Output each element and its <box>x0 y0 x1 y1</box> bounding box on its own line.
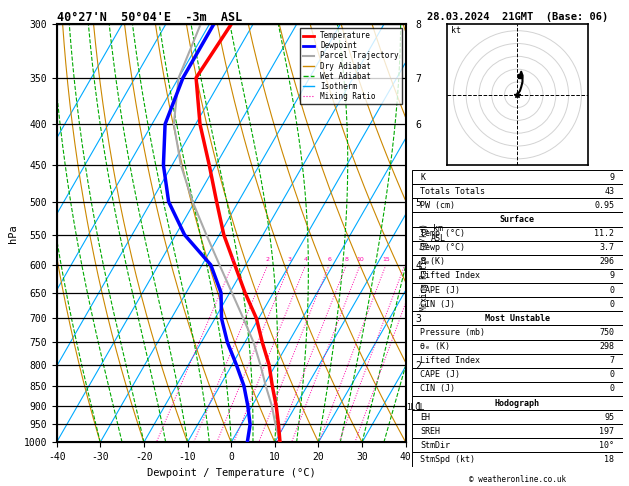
Text: 10: 10 <box>356 257 364 261</box>
Text: K: K <box>420 173 425 182</box>
Bar <box>412 255 623 269</box>
Text: Lifted Index: Lifted Index <box>420 356 481 365</box>
Text: Hodograph: Hodograph <box>495 399 540 408</box>
Text: Surface: Surface <box>500 215 535 224</box>
Text: 43: 43 <box>604 187 615 196</box>
Bar <box>412 368 623 382</box>
Bar <box>412 326 623 340</box>
Text: 197: 197 <box>599 427 615 436</box>
Text: CIN (J): CIN (J) <box>420 300 455 309</box>
Bar <box>412 438 623 452</box>
Text: 0: 0 <box>610 370 615 379</box>
Bar <box>412 283 623 297</box>
Text: 6: 6 <box>327 257 331 261</box>
Text: 3: 3 <box>287 257 292 261</box>
Text: StmSpd (kt): StmSpd (kt) <box>420 455 476 464</box>
Bar <box>412 340 623 354</box>
Text: 18: 18 <box>604 455 615 464</box>
Text: 11.2: 11.2 <box>594 229 615 238</box>
Text: CAPE (J): CAPE (J) <box>420 370 460 379</box>
Text: Lifted Index: Lifted Index <box>420 272 481 280</box>
Bar <box>412 198 623 212</box>
Text: Most Unstable: Most Unstable <box>485 314 550 323</box>
Text: 40°27'N  50°04'E  -3m  ASL: 40°27'N 50°04'E -3m ASL <box>57 11 242 24</box>
Legend: Temperature, Dewpoint, Parcel Trajectory, Dry Adiabat, Wet Adiabat, Isotherm, Mi: Temperature, Dewpoint, Parcel Trajectory… <box>299 28 402 104</box>
Bar <box>412 396 623 410</box>
Bar <box>412 241 623 255</box>
Y-axis label: hPa: hPa <box>8 224 18 243</box>
Text: PW (cm): PW (cm) <box>420 201 455 210</box>
Text: 296: 296 <box>599 258 615 266</box>
Text: Temp (°C): Temp (°C) <box>420 229 465 238</box>
Text: 0.95: 0.95 <box>594 201 615 210</box>
Text: Totals Totals: Totals Totals <box>420 187 486 196</box>
Bar <box>412 184 623 198</box>
Bar <box>412 297 623 311</box>
Bar <box>412 354 623 368</box>
Bar <box>412 170 623 184</box>
Text: 7: 7 <box>610 356 615 365</box>
Bar <box>412 410 623 424</box>
Text: StmDir: StmDir <box>420 441 450 450</box>
Text: 1: 1 <box>230 257 235 261</box>
Text: 298: 298 <box>599 342 615 351</box>
Bar <box>412 269 623 283</box>
Text: 1LCL: 1LCL <box>406 403 424 412</box>
Bar <box>412 226 623 241</box>
Text: 95: 95 <box>604 413 615 422</box>
Text: CIN (J): CIN (J) <box>420 384 455 393</box>
Text: 28.03.2024  21GMT  (Base: 06): 28.03.2024 21GMT (Base: 06) <box>426 12 608 22</box>
Text: Dewp (°C): Dewp (°C) <box>420 243 465 252</box>
Bar <box>412 382 623 396</box>
Bar <box>412 212 623 226</box>
Text: CAPE (J): CAPE (J) <box>420 286 460 295</box>
Text: 10°: 10° <box>599 441 615 450</box>
Text: 2: 2 <box>265 257 270 261</box>
Bar <box>412 424 623 438</box>
Text: 3.7: 3.7 <box>599 243 615 252</box>
X-axis label: Dewpoint / Temperature (°C): Dewpoint / Temperature (°C) <box>147 468 316 478</box>
Text: © weatheronline.co.uk: © weatheronline.co.uk <box>469 474 566 484</box>
Text: 9: 9 <box>610 173 615 182</box>
Text: 750: 750 <box>599 328 615 337</box>
Y-axis label: km
ASL: km ASL <box>430 224 445 243</box>
Text: 9: 9 <box>610 272 615 280</box>
Text: 0: 0 <box>610 384 615 393</box>
Text: 8: 8 <box>345 257 348 261</box>
Text: 4: 4 <box>304 257 308 261</box>
Text: EH: EH <box>420 413 430 422</box>
Text: 15: 15 <box>382 257 390 261</box>
Bar <box>412 452 623 467</box>
Text: kt: kt <box>451 26 460 35</box>
Bar <box>412 311 623 326</box>
Text: Pressure (mb): Pressure (mb) <box>420 328 486 337</box>
Text: θₑ (K): θₑ (K) <box>420 342 450 351</box>
Text: SREH: SREH <box>420 427 440 436</box>
Text: 0: 0 <box>610 300 615 309</box>
Text: θₑ(K): θₑ(K) <box>420 258 445 266</box>
Text: Mixing Ratio (g/kg): Mixing Ratio (g/kg) <box>420 223 430 311</box>
Text: 0: 0 <box>610 286 615 295</box>
